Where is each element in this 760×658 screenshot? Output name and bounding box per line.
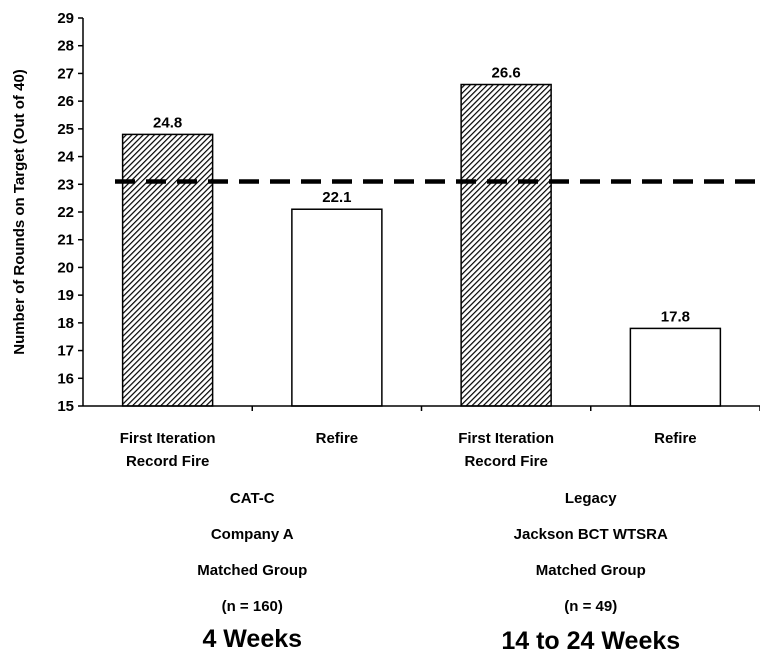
group-info-1: CAT-C Company A Matched Group (n = 160) bbox=[102, 481, 402, 625]
category-label-2: Refire bbox=[315, 430, 359, 447]
data-label-4: 17.8 bbox=[661, 308, 690, 325]
group-info-line: Jackson BCT WTSRA bbox=[513, 526, 668, 543]
group-info-line: (n = 49) bbox=[564, 598, 618, 615]
category-label-1: First Iteration Record Fire bbox=[119, 430, 216, 470]
y-tick-label: 15 bbox=[57, 398, 74, 415]
duration-label-2: 14 to 24 Weeks bbox=[501, 627, 681, 655]
bar-2 bbox=[291, 208, 383, 407]
y-tick-label: 26 bbox=[57, 93, 74, 110]
y-tick-label: 16 bbox=[57, 370, 74, 387]
y-tick-label: 25 bbox=[57, 121, 74, 138]
y-tick-label: 27 bbox=[57, 65, 74, 82]
category-label-3: First Iteration Record Fire bbox=[458, 430, 555, 470]
y-axis-label: Number of Rounds on Target (Out of 40) bbox=[11, 69, 28, 355]
category-label-4: Refire bbox=[654, 430, 697, 447]
y-tick-label: 21 bbox=[57, 232, 74, 249]
y-tick-label: 29 bbox=[57, 10, 74, 27]
bar-4 bbox=[629, 327, 722, 407]
y-tick-label: 22 bbox=[57, 204, 74, 221]
y-axis: 15 16 17 18 19 20 21 22 23 24 25 26 27 28 29 bbox=[57, 10, 84, 415]
group-info-line: CAT-C bbox=[229, 490, 275, 507]
y-tick-label: 24 bbox=[57, 149, 74, 166]
group-info-line: Legacy bbox=[564, 490, 617, 507]
bars bbox=[121, 83, 760, 411]
y-tick-label: 28 bbox=[57, 38, 74, 55]
duration-label-1: 4 Weeks bbox=[202, 625, 303, 653]
group-info-line: Matched Group bbox=[197, 562, 308, 579]
group-info-2: Legacy Jackson BCT WTSRA Matched Group (n =… bbox=[441, 481, 741, 625]
y-tick-label: 18 bbox=[57, 315, 74, 332]
y-tick-label: 17 bbox=[57, 343, 74, 360]
group-info-line: Company A bbox=[210, 526, 294, 543]
data-label-3: 26.6 bbox=[492, 65, 521, 82]
group-info-line: (n = 160) bbox=[221, 598, 283, 615]
data-label-1: 24.8 bbox=[153, 114, 182, 131]
data-labels: 24.8 22.1 26.6 17.8 bbox=[153, 65, 690, 326]
y-tick-label: 20 bbox=[57, 259, 74, 276]
y-tick-label: 19 bbox=[57, 287, 74, 304]
data-label-2: 22.1 bbox=[322, 189, 351, 206]
group-info-line: Matched Group bbox=[535, 562, 646, 579]
bar-1 bbox=[121, 133, 214, 407]
y-tick-label: 23 bbox=[57, 176, 74, 193]
bar-3 bbox=[460, 83, 552, 407]
